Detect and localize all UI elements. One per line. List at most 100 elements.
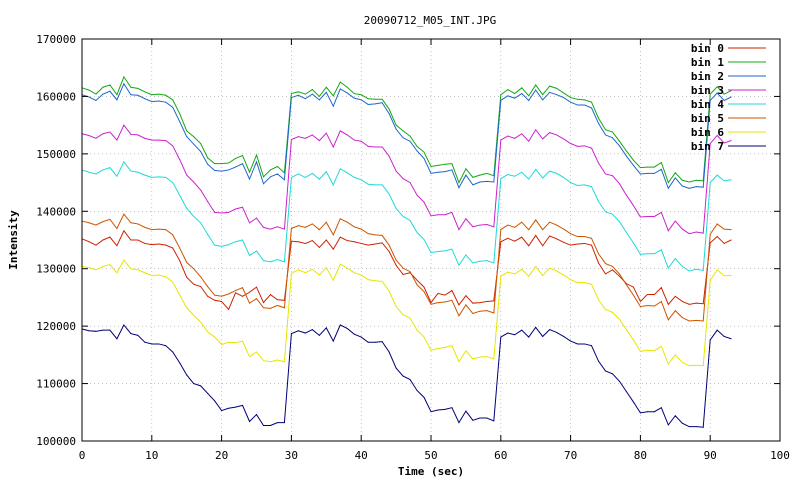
data-point (151, 176, 153, 178)
data-point (730, 239, 732, 241)
data-point (549, 170, 551, 172)
data-point (172, 99, 174, 101)
data-point (625, 155, 627, 157)
data-point (528, 178, 530, 180)
data-point (653, 253, 655, 255)
data-point (444, 214, 446, 216)
x-tick-label: 20 (215, 449, 228, 462)
data-point (95, 224, 97, 226)
data-point (542, 138, 544, 140)
data-point (653, 215, 655, 217)
data-point (221, 245, 223, 247)
data-point (235, 166, 237, 168)
data-point (311, 89, 313, 91)
data-point (653, 294, 655, 296)
data-point (660, 407, 662, 409)
data-point (535, 84, 537, 86)
data-point (276, 422, 278, 424)
data-point (605, 134, 606, 136)
series-line (81, 324, 732, 428)
data-point (151, 244, 153, 246)
data-point (249, 222, 251, 224)
data-point (395, 128, 397, 130)
data-point (570, 340, 572, 342)
data-point (130, 222, 132, 224)
data-point (109, 131, 111, 133)
data-point (95, 137, 97, 139)
data-point (353, 139, 355, 141)
data-point (639, 300, 641, 302)
data-point (660, 300, 662, 302)
data-point (702, 365, 704, 367)
data-point (123, 324, 125, 326)
data-point (723, 228, 725, 230)
data-point (409, 182, 411, 184)
data-point (528, 336, 530, 338)
data-point (200, 321, 202, 323)
data-point (688, 181, 690, 183)
data-point (430, 349, 432, 351)
data-point (367, 233, 369, 235)
data-point (269, 307, 271, 309)
data-point (318, 246, 320, 248)
data-point (388, 155, 390, 157)
data-point (102, 239, 104, 241)
data-point (500, 241, 502, 243)
data-point (605, 211, 606, 213)
data-point (584, 236, 586, 238)
data-point (186, 136, 188, 138)
data-point (730, 179, 732, 181)
data-point (653, 350, 655, 352)
data-point (381, 341, 383, 343)
data-point (556, 270, 558, 272)
series-2 (81, 82, 732, 190)
data-point (723, 335, 725, 337)
data-point (681, 300, 683, 302)
data-point (123, 259, 125, 261)
data-point (102, 93, 104, 95)
data-point (200, 286, 202, 288)
data-point (214, 244, 216, 246)
data-point (123, 230, 125, 232)
data-point (165, 94, 167, 96)
tick-group: 100000 110000 120000 130000 140000 150000 1600… (36, 33, 790, 462)
data-point (423, 286, 425, 288)
data-point (269, 176, 271, 178)
data-point (360, 140, 362, 142)
data-point (346, 172, 348, 174)
data-point (151, 139, 153, 141)
data-point (465, 410, 467, 412)
data-point (730, 140, 732, 142)
data-point (158, 343, 160, 345)
data-point (402, 137, 404, 139)
data-point (339, 88, 341, 90)
data-point (193, 314, 195, 316)
data-point (709, 279, 711, 281)
data-point (632, 164, 634, 166)
data-point (304, 242, 306, 244)
data-point (311, 134, 313, 136)
data-point (242, 404, 244, 406)
data-point (109, 218, 111, 220)
data-point (458, 422, 460, 424)
data-point (374, 234, 376, 236)
data-point (221, 163, 223, 165)
data-point (472, 358, 474, 360)
data-point (535, 265, 537, 267)
data-point (165, 345, 167, 347)
data-point (695, 268, 697, 270)
data-point (507, 174, 509, 176)
data-point (395, 259, 397, 261)
data-point (137, 223, 139, 225)
data-point (611, 265, 613, 267)
data-point (409, 135, 411, 137)
data-point (521, 133, 523, 135)
data-point (325, 132, 327, 134)
data-point (423, 157, 425, 159)
data-point (479, 302, 481, 304)
data-point (123, 213, 125, 215)
data-point (556, 331, 558, 333)
data-point (444, 301, 446, 303)
data-point (521, 236, 523, 238)
